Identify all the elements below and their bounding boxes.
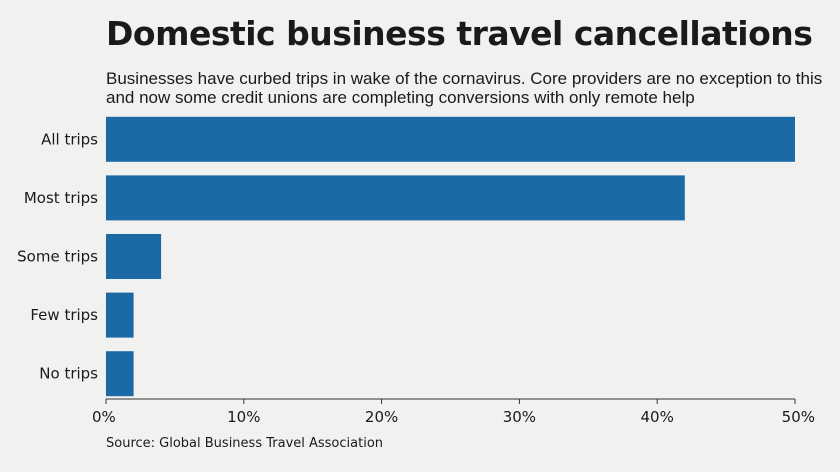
bar-most-trips xyxy=(106,175,685,221)
x-tick-label: 20% xyxy=(365,408,398,426)
x-tick-label: 30% xyxy=(503,408,536,426)
x-tick-label: 0% xyxy=(92,408,116,426)
bar-no-trips xyxy=(106,351,134,397)
bar-some-trips xyxy=(106,234,162,279)
category-label: Some trips xyxy=(17,248,98,266)
bar-few-trips xyxy=(106,292,134,338)
bar-all-trips xyxy=(106,116,795,162)
category-label: Most trips xyxy=(24,189,98,207)
category-label: No trips xyxy=(39,365,98,383)
chart-title: Domestic business travel cancellations xyxy=(106,14,813,53)
chart-subtitle: Businesses have curbed trips in wake of … xyxy=(106,69,823,107)
x-tick-label: 40% xyxy=(641,408,674,426)
category-label: Few trips xyxy=(30,306,98,324)
category-label: All trips xyxy=(41,130,98,148)
x-tick-label: 10% xyxy=(227,408,260,426)
source-note: Source: Global Business Travel Associati… xyxy=(106,436,384,451)
x-tick-label: 50% xyxy=(782,408,815,426)
